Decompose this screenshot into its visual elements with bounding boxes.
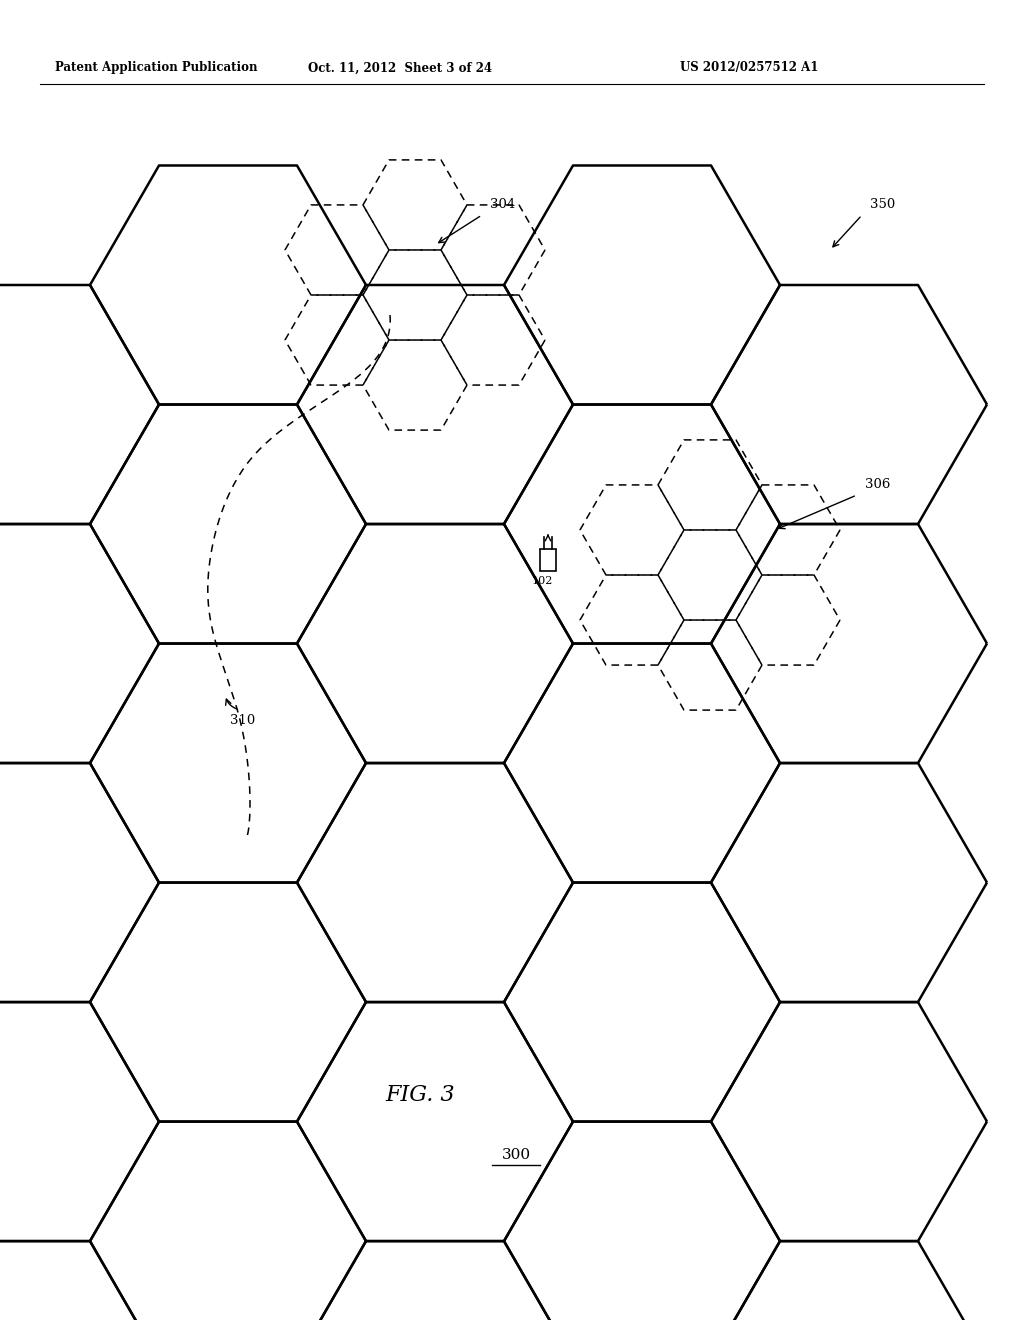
Text: Oct. 11, 2012  Sheet 3 of 24: Oct. 11, 2012 Sheet 3 of 24 xyxy=(308,62,493,74)
Text: 300: 300 xyxy=(502,1148,530,1162)
Text: Patent Application Publication: Patent Application Publication xyxy=(55,62,257,74)
Text: 306: 306 xyxy=(865,479,891,491)
Text: 350: 350 xyxy=(870,198,895,211)
Text: 310: 310 xyxy=(230,714,255,726)
Text: 102: 102 xyxy=(532,576,553,586)
Bar xyxy=(540,549,556,572)
Text: 304: 304 xyxy=(490,198,515,211)
Text: FIG. 3: FIG. 3 xyxy=(385,1084,455,1106)
Text: US 2012/0257512 A1: US 2012/0257512 A1 xyxy=(680,62,818,74)
